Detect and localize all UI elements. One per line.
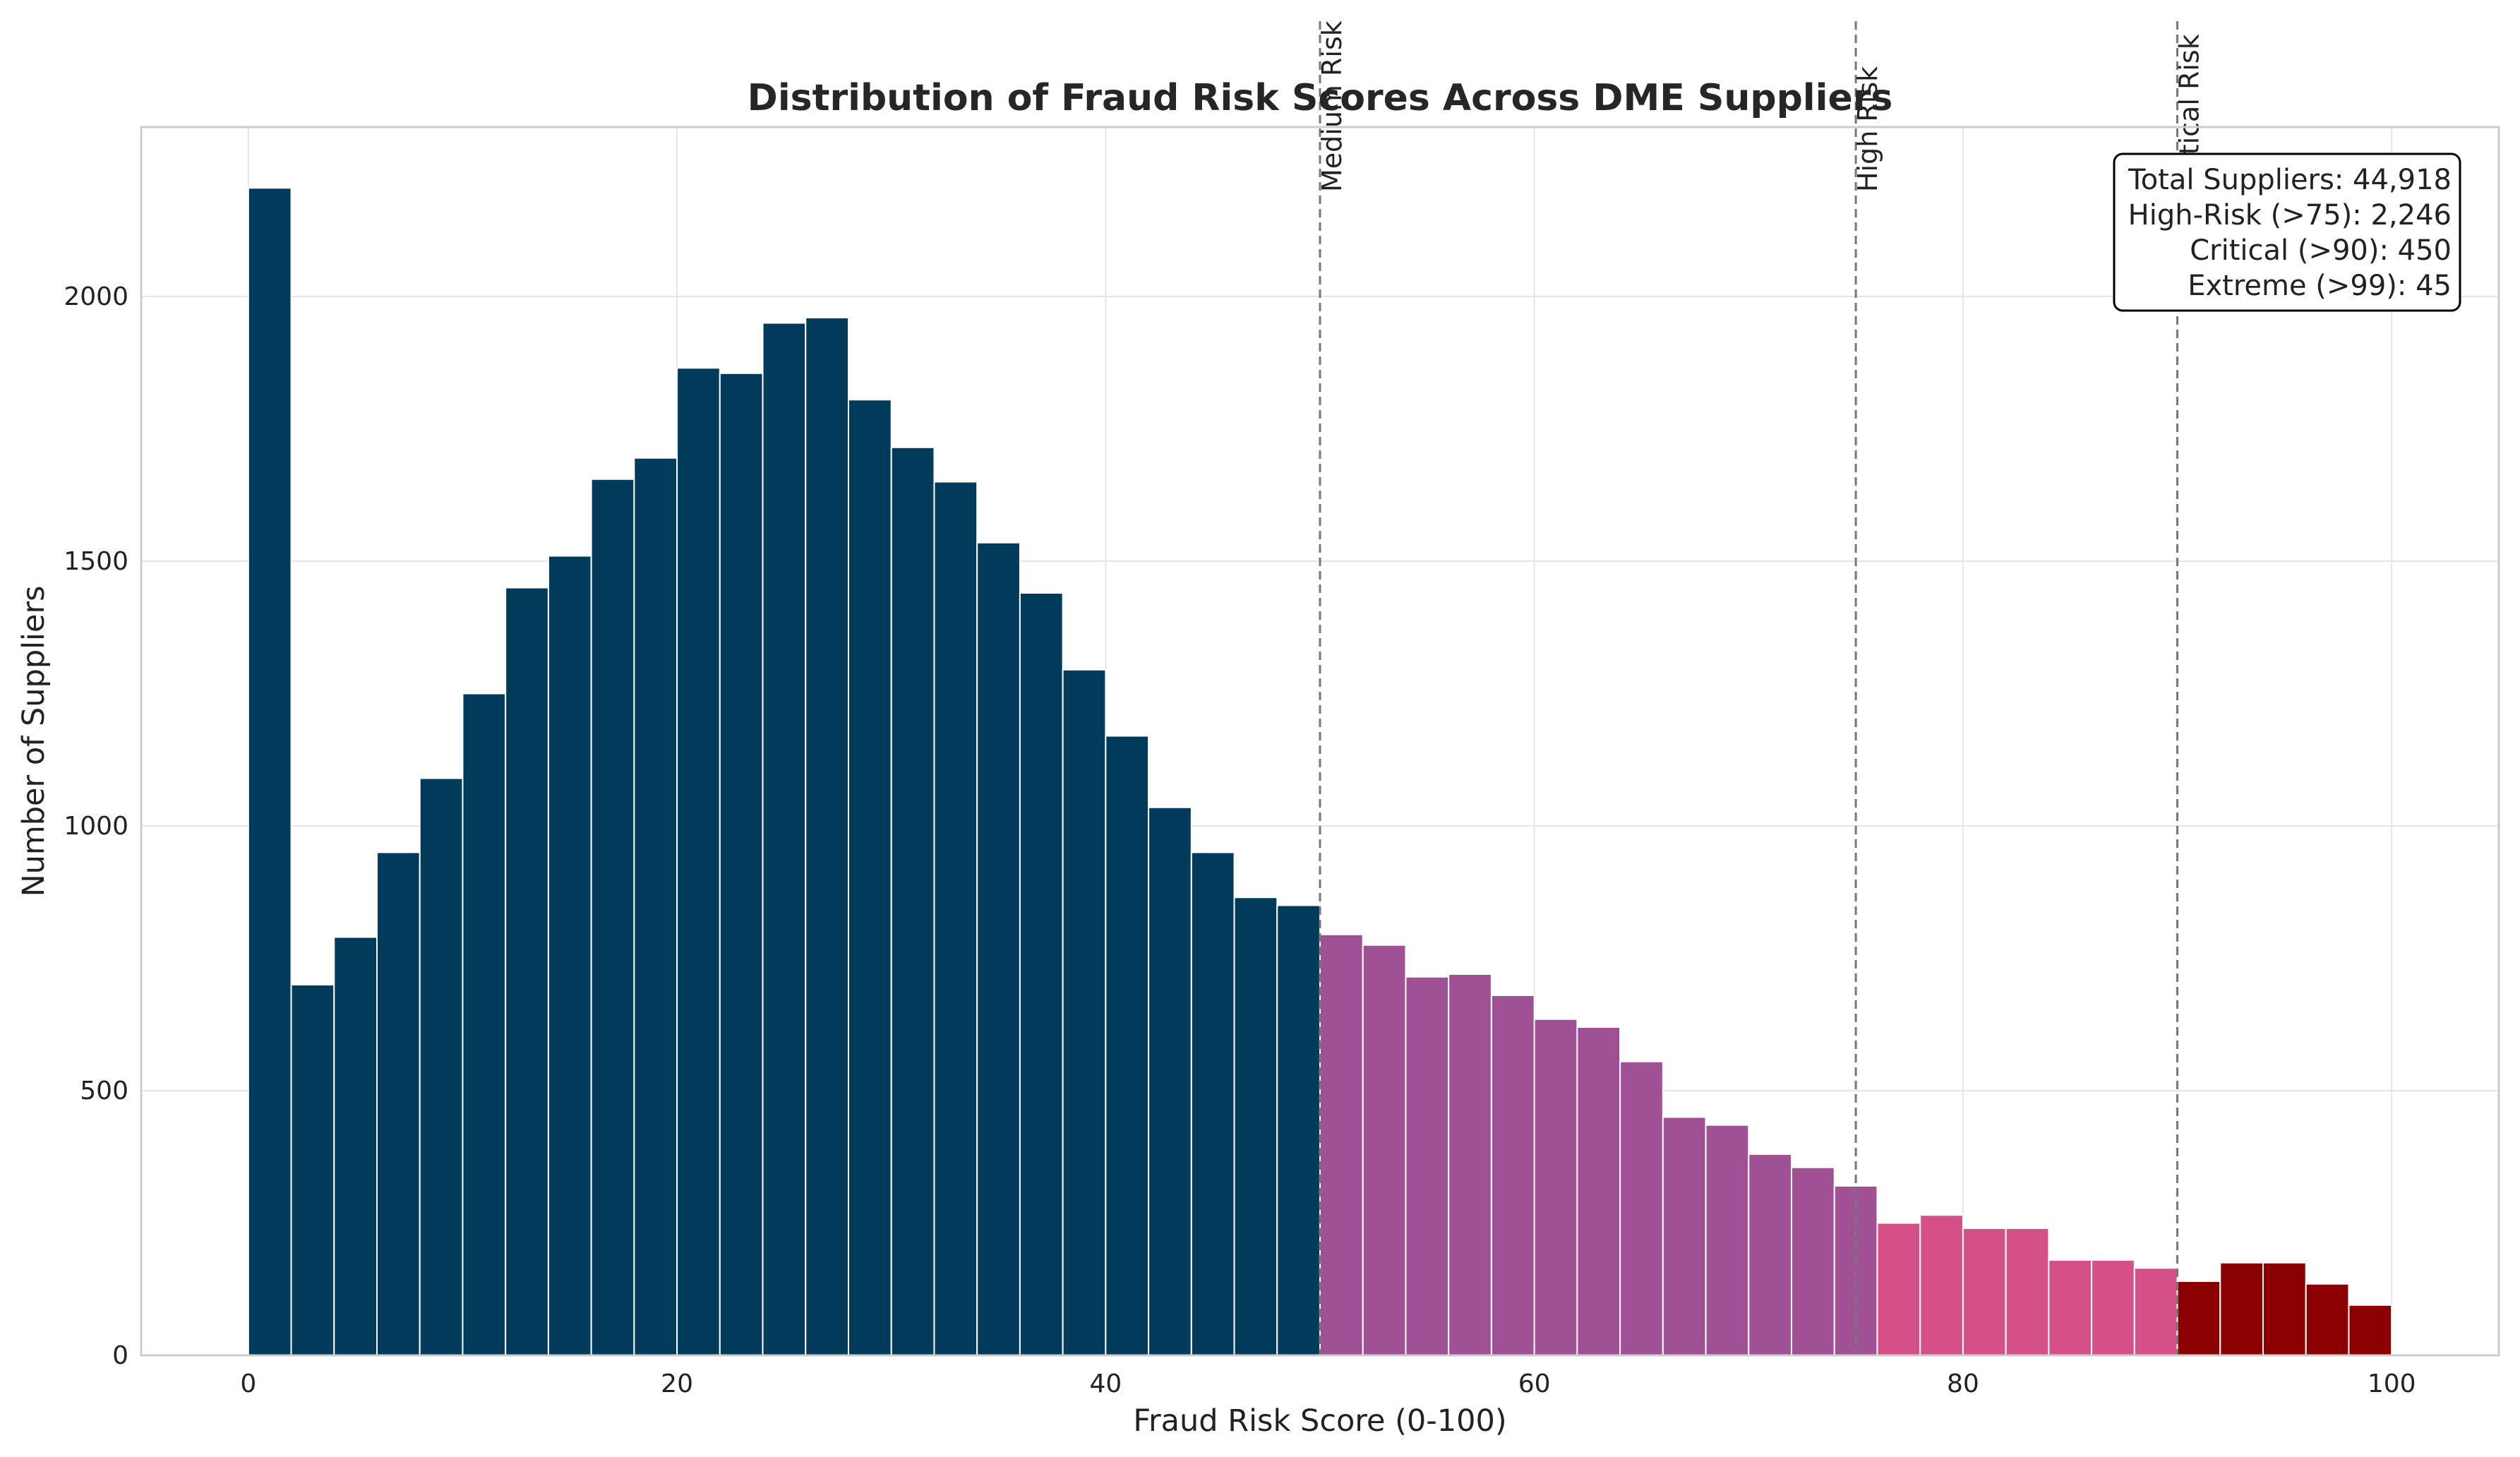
histogram-bar	[2219, 1261, 2264, 1356]
histogram-bar	[505, 587, 549, 1356]
x-tick-labels: 0 20 40 60 80 100	[240, 1369, 2416, 1398]
y-tick-label: 2000	[64, 282, 128, 311]
x-tick-label: 0	[240, 1369, 256, 1398]
histogram-bar	[462, 692, 507, 1356]
histogram-bar	[1705, 1124, 1750, 1356]
histogram-bar	[376, 851, 421, 1356]
histogram-bar	[976, 541, 1021, 1356]
y-tick-label: 1500	[64, 547, 128, 576]
histogram-bar	[762, 322, 807, 1356]
histogram-bar	[247, 187, 292, 1356]
x-axis-label: Fraud Risk Score (0-100)	[1133, 1403, 1506, 1439]
histogram-bar	[1105, 735, 1150, 1356]
x-tick-label: 60	[1518, 1369, 1551, 1398]
histogram-bar	[547, 555, 592, 1356]
threshold-line-label: High Risk	[1852, 66, 1883, 192]
y-tick-label: 0	[112, 1341, 128, 1370]
histogram-bar	[2091, 1259, 2135, 1356]
histogram-bar	[1791, 1166, 1835, 1356]
y-tick-label: 1000	[64, 812, 128, 841]
x-tick-label: 40	[1089, 1369, 1122, 1398]
histogram-bar	[1276, 904, 1321, 1356]
histogram-bar	[1405, 976, 1450, 1356]
x-tick-label: 100	[2368, 1369, 2416, 1398]
histogram-bar	[1319, 933, 1364, 1356]
histogram-bar	[1876, 1222, 1921, 1356]
histogram-bar	[333, 936, 378, 1356]
histogram-bar	[1019, 592, 1064, 1356]
histogram-bar	[1748, 1153, 1792, 1356]
histogram-bar	[933, 481, 978, 1356]
histogram-bar	[1576, 1026, 1621, 1356]
stats-box-line: Extreme (>99): 45	[2188, 270, 2452, 302]
histogram-bar	[2348, 1304, 2393, 1356]
histogram-bar	[1919, 1214, 1964, 1356]
histogram-bar	[2305, 1283, 2350, 1356]
histogram-bar	[1448, 973, 1492, 1356]
histogram-bar	[1062, 668, 1107, 1356]
histogram-bar	[1962, 1228, 2007, 1356]
histogram-bar	[290, 984, 335, 1356]
histogram-bar	[419, 777, 464, 1356]
histogram-bar	[1533, 1018, 1578, 1356]
histogram-bar	[633, 457, 678, 1356]
y-tick-labels: 0 500 1000 1500 2000	[64, 282, 128, 1370]
stats-box-line: Critical (>90): 450	[2190, 234, 2452, 267]
histogram-bar	[805, 317, 849, 1356]
histogram-bar	[2048, 1259, 2093, 1356]
histogram-bar	[1619, 1060, 1664, 1356]
histogram-bar	[1233, 897, 1278, 1356]
y-tick-label: 500	[80, 1077, 128, 1105]
x-tick-label: 80	[1947, 1369, 1979, 1398]
histogram-bar	[848, 399, 892, 1356]
histogram-bar	[2262, 1261, 2307, 1356]
histogram-bar	[590, 478, 635, 1356]
histogram-bar	[1362, 944, 1407, 1356]
histogram-bar	[1490, 995, 1535, 1356]
stats-box-line: Total Suppliers: 44,918	[2128, 164, 2452, 196]
histogram-bar	[2176, 1281, 2221, 1356]
histogram-bar	[2005, 1228, 2050, 1356]
histogram-bar	[1148, 806, 1192, 1356]
histogram-bar	[2133, 1267, 2178, 1356]
histogram-bar	[890, 446, 935, 1356]
histogram-bars	[247, 187, 2393, 1356]
histogram-bar	[1190, 851, 1235, 1356]
y-axis-label: Number of Suppliers	[16, 585, 52, 897]
stats-box-frame	[2113, 152, 2461, 312]
plot-frame	[140, 126, 2500, 1357]
x-tick-label: 20	[661, 1369, 693, 1398]
stats-box-line: High-Risk (>75): 2,246	[2128, 199, 2452, 232]
histogram-bar	[719, 372, 764, 1356]
threshold-line-label: Medium Risk	[1316, 20, 1348, 192]
histogram-bar	[1662, 1116, 1707, 1356]
histogram-bar	[676, 367, 721, 1356]
chart-title: Distribution of Fraud Risk Scores Across…	[748, 77, 1893, 119]
